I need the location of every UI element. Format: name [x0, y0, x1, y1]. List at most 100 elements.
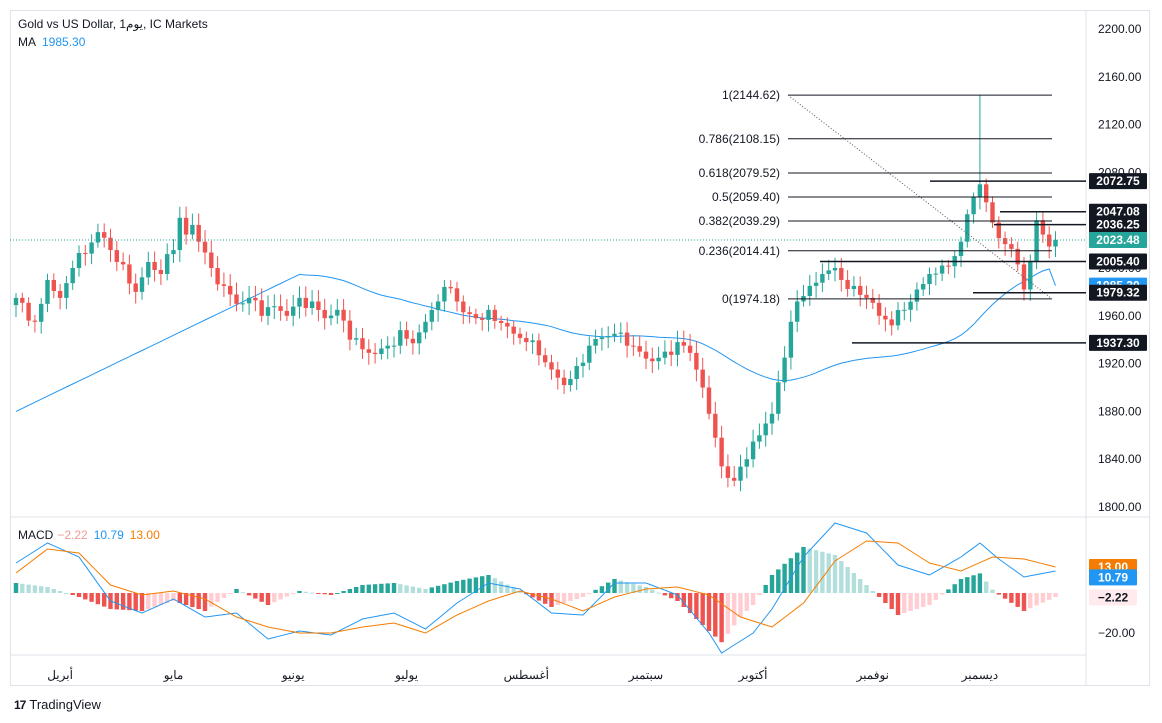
macd-histogram-bar: [1009, 593, 1014, 603]
candle-body: [958, 241, 964, 257]
candle-body: [946, 265, 951, 267]
macd-histogram-bar: [473, 577, 479, 593]
candle-body: [341, 309, 346, 321]
macd-histogram-bar: [637, 585, 642, 593]
candle-body: [297, 297, 302, 307]
macd-histogram-bar: [341, 591, 346, 593]
macd-histogram-bar: [656, 592, 661, 594]
macd-histogram-bar: [939, 593, 945, 595]
candle-body: [845, 279, 850, 289]
macd-histogram-bar: [83, 593, 88, 600]
macd-histogram-bar: [347, 589, 353, 593]
candle-body: [763, 423, 768, 436]
candle-body: [102, 232, 107, 238]
macd-histogram-bar: [366, 584, 371, 593]
candle-body: [1002, 238, 1008, 245]
candle-body: [889, 319, 894, 326]
macd-histogram-bar: [631, 583, 636, 593]
candle-body: [45, 279, 50, 304]
macd-histogram-bar: [713, 593, 718, 637]
candle-body: [574, 365, 579, 379]
candle-body: [89, 242, 94, 254]
macd-histogram-bar: [127, 593, 132, 611]
candle-body: [895, 310, 901, 326]
candle-body: [316, 301, 321, 310]
candle-body: [39, 303, 44, 322]
moving-average-line: [15, 268, 1056, 412]
macd-histogram-bar: [914, 593, 920, 609]
macd-histogram-bar: [480, 576, 485, 593]
macd-histogram-bar: [467, 578, 472, 593]
macd-histogram-bar: [114, 593, 119, 610]
macd-histogram-bar: [57, 591, 63, 593]
candle-body: [669, 351, 674, 355]
candle-body: [700, 369, 705, 388]
time-tick-label: ديسمبر: [961, 668, 999, 682]
macd-histogram-bar: [120, 593, 126, 610]
macd-histogram-bar: [536, 593, 542, 601]
candle-body: [265, 307, 271, 316]
macd-histogram-bar: [20, 583, 25, 593]
macd-histogram-bar: [788, 558, 794, 593]
macd-histogram-bar: [883, 593, 888, 603]
macd-histogram-bar: [221, 593, 227, 598]
candle-body: [133, 283, 138, 292]
macd-histogram-bar: [618, 580, 623, 593]
macd-histogram-bar: [391, 583, 397, 593]
candle-body: [662, 351, 668, 358]
candle-body: [228, 285, 233, 295]
candle-body: [435, 301, 441, 310]
macd-histogram-bar: [643, 587, 649, 593]
candle-body: [480, 318, 485, 320]
candle-body: [511, 326, 516, 334]
macd-histogram-bar: [240, 592, 245, 594]
macd-histogram-bar: [1015, 593, 1020, 607]
price-label-text: 1937.30: [1096, 336, 1140, 350]
macd-histogram-bar: [889, 593, 894, 609]
candle-body: [234, 294, 239, 304]
candle-body: [561, 377, 567, 386]
candle-body: [851, 285, 857, 289]
macd-histogram-bar: [372, 584, 378, 593]
macd-histogram-bar: [612, 579, 617, 593]
tradingview-footer[interactable]: 17 TradingView: [14, 697, 101, 712]
candle-body: [687, 345, 693, 353]
macd-histogram-bar: [498, 581, 504, 593]
candle-body: [108, 237, 113, 251]
price-label-text: 2005.40: [1096, 255, 1140, 269]
macd-histogram-bar: [171, 593, 176, 601]
candle-body: [694, 352, 699, 370]
macd-histogram-bar: [908, 593, 913, 611]
macd-histogram-bar: [681, 593, 686, 607]
price-label-badge: [1089, 334, 1147, 351]
symbol-legend[interactable]: Gold vs US Dollar, 1يوم, IC Markets: [18, 17, 208, 31]
macd-histogram-bar: [13, 583, 19, 593]
candle-body: [776, 382, 781, 414]
candle-body: [883, 315, 888, 320]
candle-body: [291, 306, 296, 316]
candle-body: [606, 335, 611, 338]
macd-signal-value: 13.00: [129, 528, 160, 542]
candle-body: [467, 312, 472, 315]
price-tick-label: 1800.00: [1098, 500, 1142, 514]
candle-body: [278, 306, 283, 311]
candle-body: [498, 320, 504, 323]
candle-body: [366, 349, 371, 353]
macd-line-value: 10.79: [93, 528, 124, 542]
macd-histogram-bar: [769, 575, 775, 593]
macd-histogram-bar: [971, 575, 976, 593]
macd-legend[interactable]: MACD −2.22 10.79 13.00: [18, 528, 160, 542]
macd-histogram-bar: [1021, 593, 1027, 611]
macd-histogram-bar: [215, 593, 220, 603]
candle-body: [1053, 239, 1058, 247]
macd-histogram-bar: [253, 593, 258, 599]
macd-histogram-bar: [1047, 593, 1052, 600]
tradingview-logo-icon: 17: [14, 697, 26, 712]
ma-legend[interactable]: MA 1985.30: [18, 35, 85, 49]
macd-histogram-bar: [328, 593, 334, 595]
candle-body: [858, 285, 863, 295]
candle-body: [1040, 220, 1046, 235]
candle-body: [139, 277, 145, 292]
macd-histogram-bar: [196, 593, 201, 609]
